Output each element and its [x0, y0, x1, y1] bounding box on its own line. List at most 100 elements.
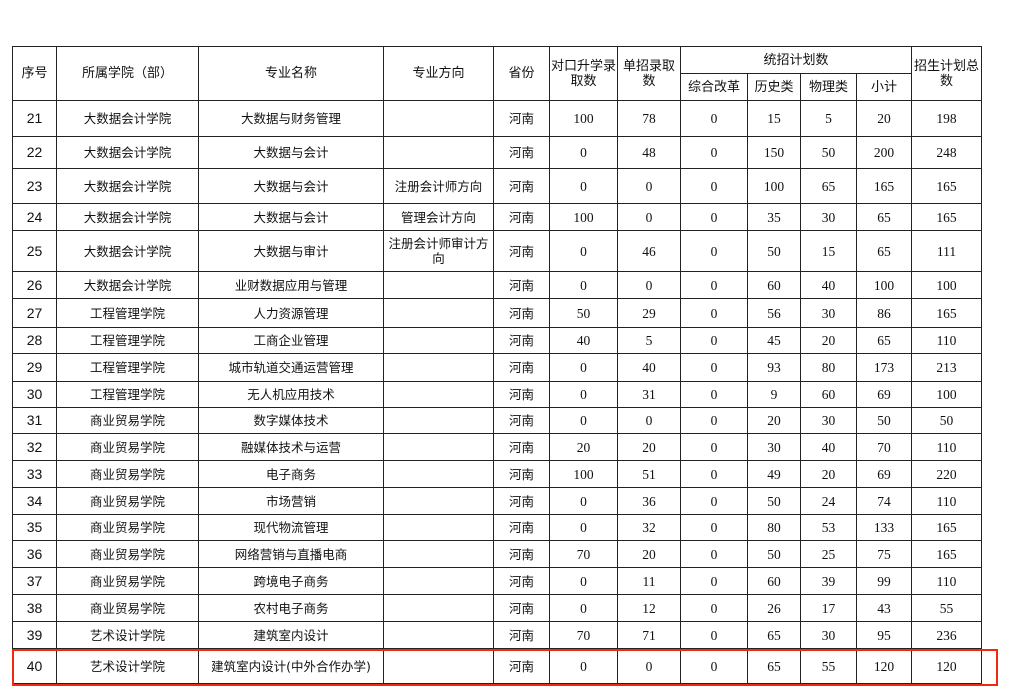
cell-direction: [383, 567, 494, 595]
cell-danzhao: 46: [617, 230, 681, 272]
cell-province: 河南: [493, 168, 550, 204]
cell-college: 商业贸易学院: [56, 407, 199, 434]
cell-total: 110: [911, 567, 983, 595]
cell-college: 工程管理学院: [56, 353, 199, 382]
cell-zonghe: 0: [680, 168, 748, 204]
cell-college: 商业贸易学院: [56, 433, 199, 461]
cell-direction: [383, 298, 494, 328]
cell-college: 商业贸易学院: [56, 594, 199, 622]
cell-total: 165: [911, 168, 983, 204]
cell-seq: 40: [12, 648, 57, 684]
cell-xiaoji: 70: [855, 433, 913, 461]
table-row: 27 工程管理学院 人力资源管理 河南 50 29 0 56 30 86 165: [12, 298, 983, 328]
cell-lishi: 80: [747, 514, 801, 541]
cell-seq: 27: [12, 298, 57, 328]
cell-total: 165: [911, 203, 983, 231]
table-row: 28 工程管理学院 工商企业管理 河南 40 5 0 45 20 65 110: [12, 327, 983, 354]
cell-college: 商业贸易学院: [56, 460, 199, 488]
cell-direction: [383, 353, 494, 382]
cell-danzhao: 20: [617, 540, 681, 568]
cell-major: 业财数据应用与管理: [198, 271, 384, 299]
cell-duikou: 0: [549, 514, 618, 541]
cell-danzhao: 12: [617, 594, 681, 622]
cell-wuli: 80: [800, 353, 857, 382]
cell-direction: 注册会计师审计方向: [383, 230, 494, 272]
cell-total: 165: [911, 540, 983, 568]
cell-duikou: 40: [549, 327, 618, 354]
cell-zonghe: 0: [680, 327, 748, 354]
cell-xiaoji: 173: [855, 353, 913, 382]
cell-duikou: 0: [549, 230, 618, 272]
cell-lishi: 35: [747, 203, 801, 231]
cell-wuli: 39: [800, 567, 857, 595]
cell-duikou: 0: [549, 353, 618, 382]
cell-total: 165: [911, 514, 983, 541]
cell-college: 大数据会计学院: [56, 168, 199, 204]
cell-province: 河南: [493, 298, 550, 328]
cell-wuli: 50: [800, 136, 857, 169]
cell-danzhao: 71: [617, 621, 681, 649]
cell-wuli: 65: [800, 168, 857, 204]
cell-total: 100: [911, 381, 983, 408]
cell-total: 236: [911, 621, 983, 649]
table-row: 23 大数据会计学院 大数据与会计 注册会计师方向 河南 0 0 0 100 65 165 165: [12, 168, 983, 204]
cell-lishi: 9: [747, 381, 801, 408]
table-row: 33 商业贸易学院 电子商务 河南 100 51 0 49 20 69 220: [12, 460, 983, 488]
table-row: 22 大数据会计学院 大数据与会计 河南 0 48 0 150 50 200 248: [12, 136, 983, 169]
cell-xiaoji: 20: [855, 100, 913, 137]
cell-college: 大数据会计学院: [56, 203, 199, 231]
cell-seq: 37: [12, 567, 57, 595]
cell-lishi: 30: [747, 433, 801, 461]
cell-duikou: 0: [549, 168, 618, 204]
header-danzhao: 单招录取数: [617, 46, 681, 101]
cell-major: 网络营销与直播电商: [198, 540, 384, 568]
cell-major: 市场营销: [198, 487, 384, 515]
cell-xiaoji: 100: [855, 271, 913, 299]
table-row: 30 工程管理学院 无人机应用技术 河南 0 31 0 9 60 69 100: [12, 381, 983, 408]
cell-danzhao: 48: [617, 136, 681, 169]
header-college: 所属学院（部）: [56, 46, 199, 101]
cell-duikou: 0: [549, 594, 618, 622]
cell-major: 建筑室内设计(中外合作办学): [198, 648, 384, 684]
cell-lishi: 56: [747, 298, 801, 328]
cell-duikou: 100: [549, 460, 618, 488]
cell-province: 河南: [493, 460, 550, 488]
header-xiaoji: 小计: [855, 73, 913, 101]
cell-wuli: 30: [800, 298, 857, 328]
cell-wuli: 5: [800, 100, 857, 137]
cell-xiaoji: 86: [855, 298, 913, 328]
cell-danzhao: 0: [617, 168, 681, 204]
cell-duikou: 0: [549, 381, 618, 408]
cell-province: 河南: [493, 648, 550, 684]
cell-major: 城市轨道交通运营管理: [198, 353, 384, 382]
cell-lishi: 65: [747, 621, 801, 649]
cell-total: 213: [911, 353, 983, 382]
cell-major: 工商企业管理: [198, 327, 384, 354]
cell-lishi: 45: [747, 327, 801, 354]
cell-college: 商业贸易学院: [56, 567, 199, 595]
cell-xiaoji: 99: [855, 567, 913, 595]
cell-college: 工程管理学院: [56, 298, 199, 328]
cell-zonghe: 0: [680, 621, 748, 649]
cell-total: 55: [911, 594, 983, 622]
table-row: 34 商业贸易学院 市场营销 河南 0 36 0 50 24 74 110: [12, 487, 983, 515]
cell-college: 大数据会计学院: [56, 136, 199, 169]
cell-zonghe: 0: [680, 460, 748, 488]
cell-wuli: 53: [800, 514, 857, 541]
cell-total: 110: [911, 327, 983, 354]
cell-danzhao: 29: [617, 298, 681, 328]
cell-province: 河南: [493, 271, 550, 299]
header-wuli: 物理类: [800, 73, 857, 101]
cell-xiaoji: 165: [855, 168, 913, 204]
cell-lishi: 100: [747, 168, 801, 204]
cell-duikou: 0: [549, 487, 618, 515]
cell-seq: 22: [12, 136, 57, 169]
cell-wuli: 55: [800, 648, 857, 684]
cell-major: 数字媒体技术: [198, 407, 384, 434]
header-tongzhao: 统招计划数: [679, 46, 913, 74]
cell-direction: [383, 460, 494, 488]
cell-duikou: 0: [549, 271, 618, 299]
cell-duikou: 20: [549, 433, 618, 461]
cell-total: 100: [911, 271, 983, 299]
cell-lishi: 26: [747, 594, 801, 622]
